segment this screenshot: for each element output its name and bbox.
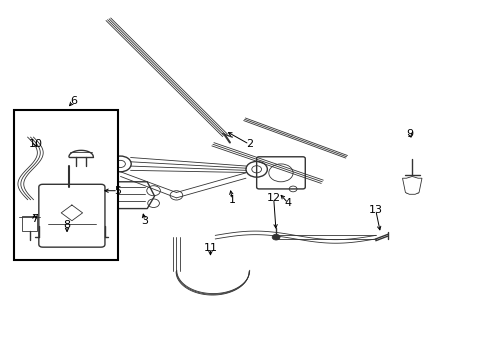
- Text: 4: 4: [284, 198, 291, 208]
- Bar: [14, 111, 118, 260]
- Text: 9: 9: [406, 129, 412, 139]
- Text: 3: 3: [141, 216, 148, 226]
- Text: 13: 13: [368, 205, 382, 215]
- Text: 12: 12: [266, 193, 280, 203]
- Text: 5: 5: [114, 186, 122, 196]
- Polygon shape: [402, 176, 421, 194]
- Bar: [22, 216, 37, 231]
- Text: 7: 7: [31, 214, 38, 224]
- Text: 1: 1: [228, 195, 235, 204]
- Text: 6: 6: [70, 96, 77, 107]
- Text: 11: 11: [203, 243, 217, 253]
- Circle shape: [272, 234, 280, 240]
- Text: 10: 10: [28, 139, 42, 149]
- Text: 8: 8: [63, 220, 70, 230]
- Text: 2: 2: [245, 139, 252, 149]
